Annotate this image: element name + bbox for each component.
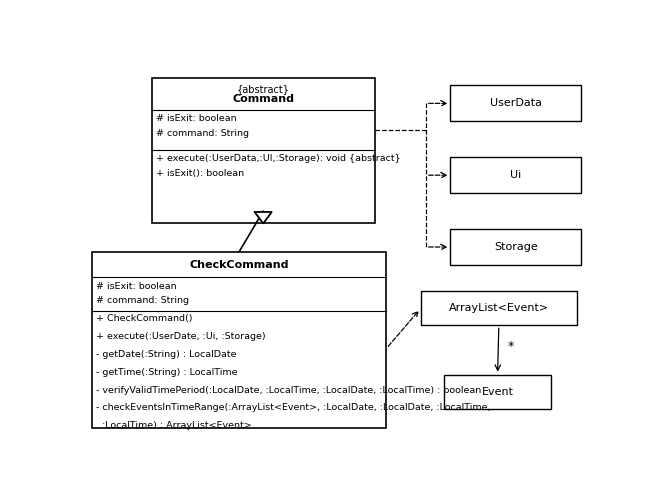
Text: - verifyValidTimePeriod(:LocalDate, :LocalTime, :LocalDate, :LocalTime) : boolea: - verifyValidTimePeriod(:LocalDate, :Loc… <box>97 385 482 395</box>
Bar <box>450 229 581 265</box>
Text: # command: String: # command: String <box>157 129 249 138</box>
Text: Ui: Ui <box>510 170 522 180</box>
Text: :LocalTime) : ArrayList<Event>: :LocalTime) : ArrayList<Event> <box>97 421 253 430</box>
Text: # isExit: boolean: # isExit: boolean <box>157 114 237 124</box>
Polygon shape <box>254 212 272 223</box>
Bar <box>420 292 577 326</box>
Text: + execute(:UserData,:UI,:Storage): void {abstract}: + execute(:UserData,:UI,:Storage): void … <box>157 154 401 163</box>
Text: # isExit: boolean: # isExit: boolean <box>97 282 177 291</box>
Text: ArrayList<Event>: ArrayList<Event> <box>449 303 549 313</box>
Text: UserData: UserData <box>490 98 542 109</box>
Text: CheckCommand: CheckCommand <box>189 260 289 270</box>
Bar <box>450 85 581 121</box>
Text: - getTime(:String) : LocalTime: - getTime(:String) : LocalTime <box>97 368 238 377</box>
Text: + execute(:UserDate, :Ui, :Storage): + execute(:UserDate, :Ui, :Storage) <box>97 332 266 341</box>
Bar <box>152 78 375 223</box>
Text: Command: Command <box>232 94 294 104</box>
Text: - getDate(:String) : LocalDate: - getDate(:String) : LocalDate <box>97 350 237 359</box>
Text: - checkEventsInTimeRange(:ArrayList<Event>, :LocalDate, :LocalDate, :LocalTime,: - checkEventsInTimeRange(:ArrayList<Even… <box>97 403 491 412</box>
Text: + isExit(): boolean: + isExit(): boolean <box>157 169 245 178</box>
Text: + CheckCommand(): + CheckCommand() <box>97 315 193 324</box>
Text: Event: Event <box>482 386 514 397</box>
Bar <box>444 375 551 409</box>
Bar <box>450 157 581 193</box>
Bar <box>92 252 387 428</box>
Text: # command: String: # command: String <box>97 296 190 304</box>
Text: {abstract}: {abstract} <box>237 84 290 94</box>
Text: *: * <box>508 340 514 353</box>
Text: Storage: Storage <box>494 242 537 252</box>
